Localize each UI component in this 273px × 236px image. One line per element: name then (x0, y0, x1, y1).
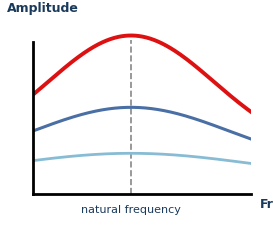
Text: Freq.: Freq. (260, 198, 273, 211)
Text: natural frequency: natural frequency (81, 205, 181, 215)
Text: Amplitude: Amplitude (7, 2, 78, 15)
